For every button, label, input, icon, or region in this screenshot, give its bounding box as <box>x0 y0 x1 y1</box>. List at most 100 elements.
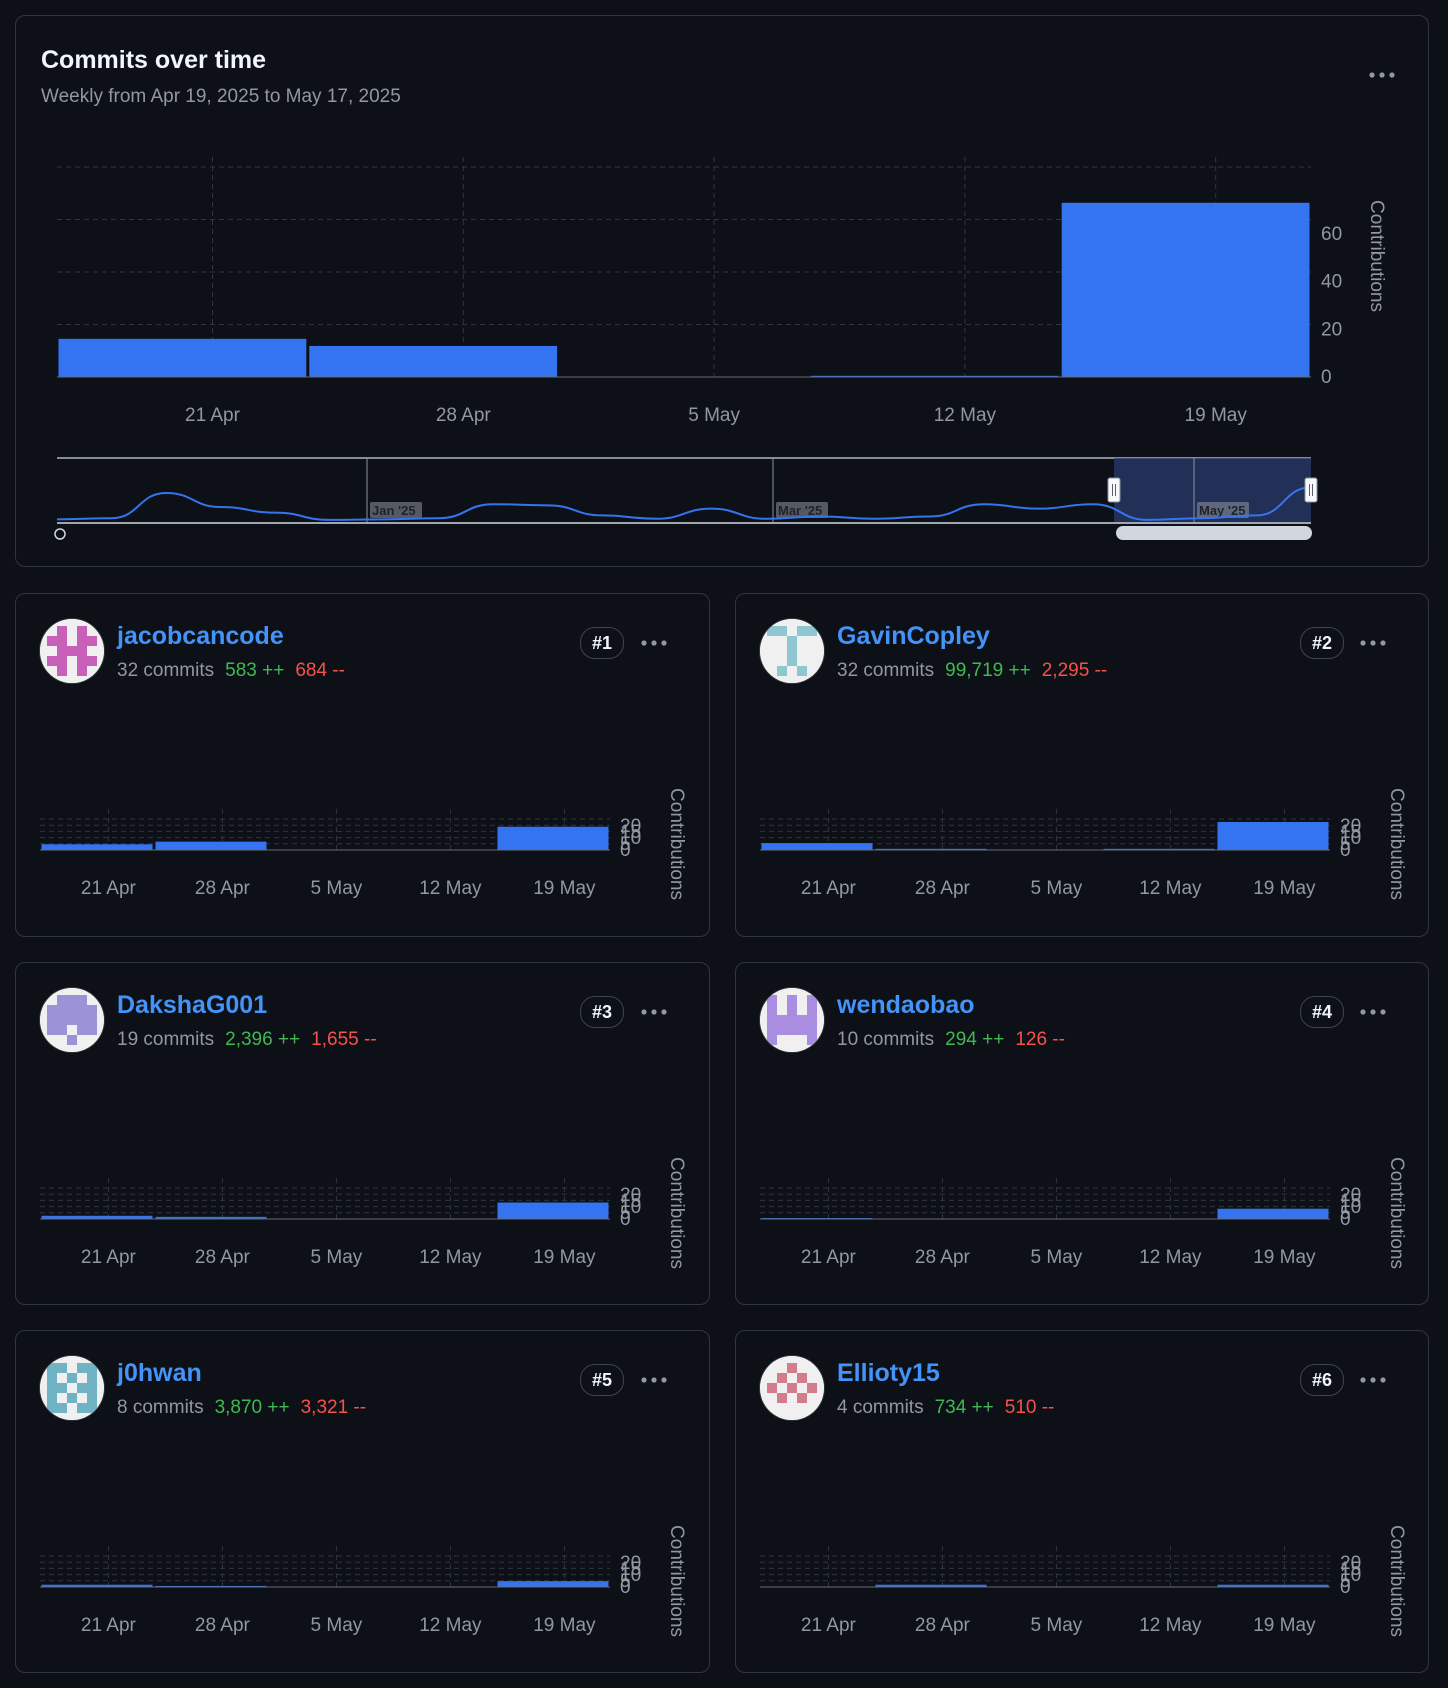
avatar[interactable] <box>40 619 104 683</box>
x-tick-label: 28 Apr <box>915 878 971 899</box>
avatar-pixel <box>57 626 67 636</box>
chart-bar <box>1217 821 1329 850</box>
contributor-stats: 4 commits 734 ++ 510 -- <box>837 1397 1065 1419</box>
avatar-pixel <box>797 666 807 676</box>
contributor-name[interactable]: GavinCopley <box>837 622 990 650</box>
x-tick-label: 19 May <box>533 1247 596 1268</box>
x-tick-label: 28 Apr <box>195 1615 251 1636</box>
contributor-name[interactable]: j0hwan <box>117 1359 202 1387</box>
rank-badge: #5 <box>580 1364 624 1396</box>
panel-subtitle: Weekly from Apr 19, 2025 to May 17, 2025 <box>41 86 401 107</box>
avatar[interactable] <box>760 619 824 683</box>
avatar-pixel <box>47 656 57 666</box>
avatar-pixel <box>767 1015 777 1025</box>
chart-bar <box>497 826 609 850</box>
chart-bar <box>1217 1584 1329 1587</box>
identicon-avatar <box>40 988 104 1052</box>
navigator-handle[interactable] <box>1107 477 1121 503</box>
additions-count: 734 ++ <box>934 1397 994 1418</box>
avatar-pixel <box>777 1015 787 1025</box>
kebab-horizontal-icon[interactable] <box>1355 1000 1391 1024</box>
avatar-pixel <box>787 995 797 1005</box>
x-tick-label: 21 Apr <box>81 878 137 899</box>
navigator-label: Mar '25 <box>778 503 822 518</box>
avatar-pixel <box>67 646 77 656</box>
x-tick-label: 19 May <box>1253 1247 1316 1268</box>
y-tick-label: 40 <box>1321 272 1342 293</box>
chart-bar <box>155 1216 267 1219</box>
commits-chart: 21 Apr 28 Apr 5 May 12 May 19 May 0 20 40 60 Cont… <box>54 157 1387 540</box>
avatar-pixel <box>67 995 77 1005</box>
chart-bar <box>875 1584 987 1587</box>
avatar-pixel <box>797 626 807 636</box>
avatar-pixel <box>767 1005 777 1015</box>
rank-badge: #3 <box>580 996 624 1028</box>
contributor-name[interactable]: DakshaG001 <box>117 991 268 1019</box>
avatar-pixel <box>807 1005 817 1015</box>
y-tick-label: 0 <box>1321 367 1332 388</box>
y-tick-label: 15 <box>1340 1191 1361 1212</box>
avatar-pixel <box>77 626 87 636</box>
contributor-name[interactable]: Ellioty15 <box>837 1359 940 1387</box>
avatar-pixel <box>77 636 87 646</box>
avatar[interactable] <box>760 988 824 1052</box>
kebab-horizontal-icon[interactable] <box>1355 1368 1391 1392</box>
navigator-scrollbar-thumb[interactable] <box>1116 526 1312 540</box>
commit-count: 32 commits <box>117 660 215 681</box>
avatar[interactable] <box>40 988 104 1052</box>
y-tick-label: 20 <box>1340 816 1361 837</box>
avatar-pixel <box>77 1025 87 1035</box>
avatar-pixel <box>77 995 87 1005</box>
y-tick-label: 0 <box>620 840 631 861</box>
avatar-pixel <box>47 1393 57 1403</box>
y-axis-title: Contributions <box>1386 788 1407 900</box>
contributor-card: DakshaG001 19 commits 2,396 ++ 1,655 -- #3… <box>15 962 710 1305</box>
identicon-avatar <box>40 619 104 683</box>
kebab-horizontal-icon[interactable] <box>636 631 672 655</box>
navigator-handle[interactable] <box>1304 477 1318 503</box>
identicon-avatar <box>40 1356 104 1420</box>
additions-count: 99,719 ++ <box>945 660 1031 681</box>
avatar-pixel <box>807 1015 817 1025</box>
contributor-name[interactable]: wendaobao <box>837 991 975 1019</box>
kebab-horizontal-icon[interactable] <box>1364 63 1400 87</box>
y-tick-label: 0 <box>1340 1577 1351 1598</box>
avatar-pixel <box>767 626 777 636</box>
kebab-horizontal-icon[interactable] <box>1355 631 1391 655</box>
avatar-pixel <box>57 656 67 666</box>
avatar-pixel <box>67 1035 77 1045</box>
avatar-pixel <box>77 646 87 656</box>
y-tick-label: 10 <box>620 1197 641 1218</box>
avatar-pixel <box>797 1015 807 1025</box>
chart-bar <box>1217 1208 1329 1219</box>
x-tick-label: 21 Apr <box>81 1247 137 1268</box>
avatar[interactable] <box>40 1356 104 1420</box>
contributor-name[interactable]: jacobcancode <box>117 622 284 650</box>
contributor-stats: 32 commits 99,719 ++ 2,295 -- <box>837 660 1118 682</box>
x-tick-label: 28 Apr <box>195 878 251 899</box>
rank-badge: #4 <box>1300 996 1344 1028</box>
navigator-label: May '25 <box>1199 503 1245 518</box>
x-tick-label: 12 May <box>419 1247 482 1268</box>
avatar-pixel <box>77 666 87 676</box>
avatar[interactable] <box>760 1356 824 1420</box>
avatar-pixel <box>77 656 87 666</box>
chart-bar <box>761 843 873 850</box>
kebab-horizontal-icon[interactable] <box>636 1368 672 1392</box>
avatar-pixel <box>47 1363 57 1373</box>
identicon-avatar <box>760 1356 824 1420</box>
deletions-count: 3,321 -- <box>300 1397 367 1418</box>
avatar-pixel <box>47 1005 57 1015</box>
x-tick-label: 12 May <box>419 1615 482 1636</box>
x-tick-label: 12 May <box>1139 1615 1202 1636</box>
x-tick-label: 28 Apr <box>915 1247 971 1268</box>
avatar-pixel <box>67 1015 77 1025</box>
kebab-horizontal-icon[interactable] <box>636 1000 672 1024</box>
avatar-pixel <box>87 636 97 646</box>
x-tick-label: 5 May <box>688 405 740 426</box>
avatar-pixel <box>87 1363 97 1373</box>
y-tick-label: 10 <box>1340 1565 1361 1586</box>
chart-bar <box>155 841 267 850</box>
